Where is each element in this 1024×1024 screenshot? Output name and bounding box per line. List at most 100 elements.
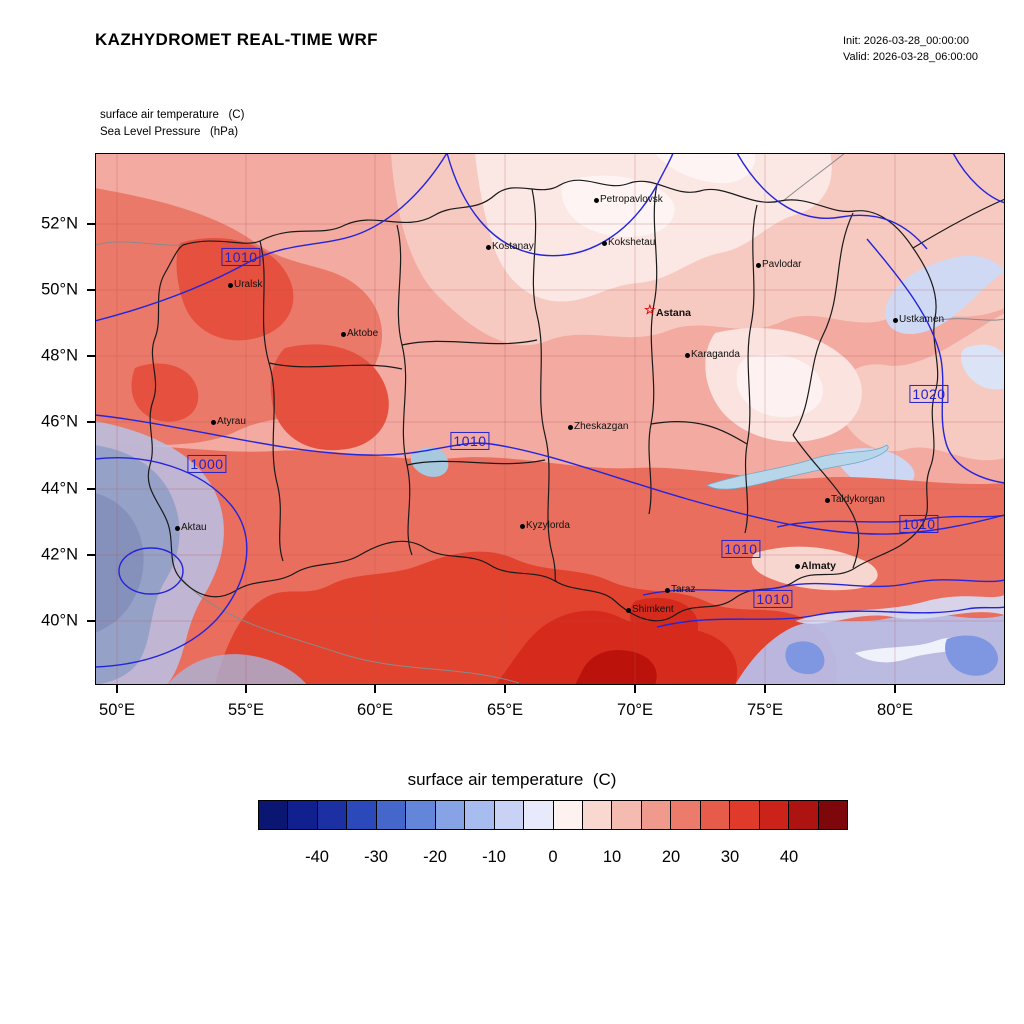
city-dot-icon: [486, 245, 491, 250]
y-axis-tick-mark: [87, 421, 95, 423]
subtitle-pressure: Sea Level Pressure (hPa): [100, 126, 239, 139]
city-dot-icon: [626, 608, 631, 613]
city-dot-icon: [594, 198, 599, 203]
init-time: Init: 2026-03-28_00:00:00: [843, 35, 969, 47]
city-label: Kyzylorda: [526, 520, 570, 531]
y-axis-tick-label: 50°N: [41, 280, 78, 299]
colorbar-cell: [581, 801, 612, 829]
x-axis-tick-label: 60°E: [357, 701, 393, 719]
pressure-contour-label: 1010: [450, 431, 490, 451]
pressure-contour-label: 1010: [221, 247, 261, 267]
colorbar: [258, 800, 848, 830]
map-area: 1010 1020 1000 1010 1010 1010 1010 Petropavlov…: [95, 153, 1005, 685]
pressure-contour-label: 1010: [721, 539, 761, 559]
x-axis-tick-mark: [634, 685, 636, 693]
pressure-contour-label: 1020: [909, 384, 949, 404]
x-axis-tick-label: 55°E: [228, 701, 264, 719]
page-title: KAZHYDROMET REAL-TIME WRF: [95, 30, 378, 49]
city-label: Kostanay: [492, 241, 534, 252]
temperature-field: [95, 153, 1005, 685]
city-label: Pavlodar: [762, 259, 802, 270]
colorbar-cell: [523, 801, 553, 829]
colorbar-title: surface air temperature (C): [407, 770, 617, 789]
city-label: Uralsk: [234, 279, 263, 290]
city-dot-icon: [341, 332, 346, 337]
colorbar-cell: [434, 801, 465, 829]
city-label: Kokshetau: [608, 237, 656, 248]
pressure-contour-label: 1010: [899, 514, 939, 534]
city-dot-icon: [228, 283, 233, 288]
y-axis-tick-label: 42°N: [41, 545, 78, 564]
city-label: Shimkent: [632, 604, 674, 615]
colorbar-tick-label: -20: [423, 848, 447, 866]
subtitle-temperature: surface air temperature (C): [100, 109, 245, 121]
y-axis-tick-label: 48°N: [41, 346, 78, 365]
colorbar-cell: [464, 801, 494, 829]
y-axis-tick-label: 46°N: [41, 412, 78, 431]
city-dot-icon: [602, 241, 607, 246]
city-label: Almaty: [801, 560, 837, 572]
colorbar-tick-label: -10: [482, 848, 506, 866]
city-star-icon: ☆: [644, 302, 656, 317]
valid-time: Valid: 2026-03-28_06:00:00: [843, 50, 978, 63]
x-axis-tick-label: 70°E: [617, 701, 653, 719]
model-run-times: Init: 2026-03-28_00:00:00 Valid: 2026-03…: [843, 34, 978, 66]
city-label: Atyrau: [217, 416, 246, 427]
colorbar-cell: [611, 801, 641, 829]
city-dot-icon: [520, 524, 525, 529]
colorbar-cell: [699, 801, 730, 829]
x-axis-tick-label: 50°E: [99, 701, 135, 719]
colorbar-tick-label: -30: [364, 848, 388, 866]
y-axis-tick-mark: [87, 223, 95, 225]
neighbor-borders: [95, 153, 1005, 684]
colorbar-cell: [758, 801, 789, 829]
colorbar-cell: [729, 801, 759, 829]
colorbar-tick-label: 10: [602, 848, 622, 866]
y-axis-tick-mark: [87, 620, 95, 622]
city-dot-icon: [825, 498, 830, 503]
map-frame: [95, 153, 1005, 685]
city-dot-icon: [893, 318, 898, 323]
city-dot-icon: [211, 420, 216, 425]
colorbar-cell: [788, 801, 818, 829]
pressure-contour-label: 1010: [753, 589, 793, 609]
x-axis-tick-mark: [894, 685, 896, 693]
city-dot-icon: [795, 564, 800, 569]
y-axis-tick-mark: [87, 554, 95, 556]
colorbar-tick-label: 30: [720, 848, 740, 866]
colorbar-tick-label: 40: [779, 848, 799, 866]
x-axis-tick-label: 75°E: [747, 701, 783, 719]
y-axis-tick-label: 44°N: [41, 479, 78, 498]
city-dot-icon: [665, 588, 670, 593]
x-axis-tick-mark: [116, 685, 118, 693]
city-dot-icon: [756, 263, 761, 268]
city-label: Karaganda: [691, 349, 740, 360]
x-axis-tick-mark: [764, 685, 766, 693]
pressure-contours: [95, 153, 1005, 668]
colorbar-cell: [375, 801, 406, 829]
colorbar-cell: [316, 801, 347, 829]
x-axis-tick-label: 65°E: [487, 701, 523, 719]
city-label: Petropavlovsk: [600, 194, 663, 205]
y-axis-tick-label: 52°N: [41, 214, 78, 233]
y-axis-tick-mark: [87, 355, 95, 357]
colorbar-tick-label: -40: [305, 848, 329, 866]
city-label: Ustkamen: [899, 314, 945, 325]
city-label: Taraz: [671, 584, 696, 595]
colorbar-cell: [405, 801, 435, 829]
colorbar-cell: [287, 801, 317, 829]
colorbar-cell: [552, 801, 582, 829]
colorbar-cell: [346, 801, 376, 829]
y-axis-tick-label: 40°N: [41, 611, 78, 630]
x-axis-tick-label: 80°E: [877, 701, 913, 719]
city-label-layer: Petropavlovsk Kostanay Kokshetau Pavlodar Ur…: [95, 153, 1005, 685]
city-dot-icon: [568, 425, 573, 430]
y-axis-tick-mark: [87, 289, 95, 291]
city-label: Taldykorgan: [831, 494, 885, 505]
city-label: Astana: [656, 307, 692, 319]
city-dot-icon: [175, 526, 180, 531]
colorbar-cell: [493, 801, 524, 829]
colorbar-cell: [670, 801, 700, 829]
colorbar-tick-label: 0: [548, 848, 558, 866]
